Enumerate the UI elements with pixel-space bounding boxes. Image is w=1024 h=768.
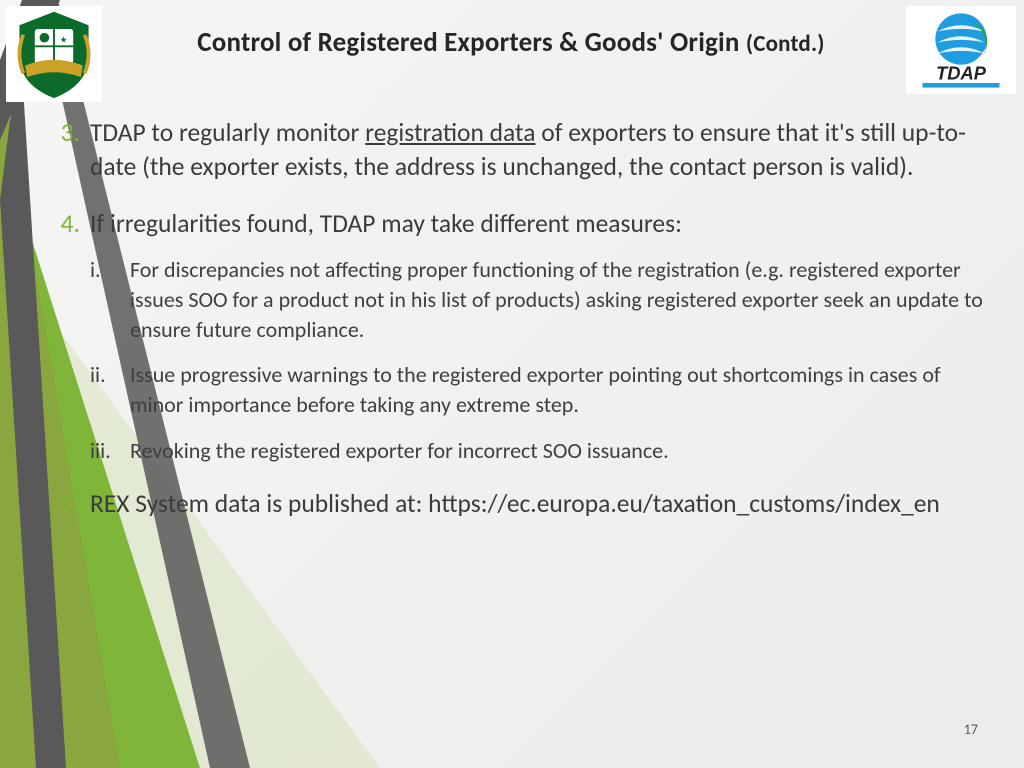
sub-list: i. For discrepancies not affecting prope… bbox=[90, 255, 984, 465]
li4-text: If irregularities found, TDAP may take d… bbox=[90, 208, 682, 239]
list-number: 4. bbox=[34, 207, 80, 241]
page-number: 17 bbox=[964, 721, 978, 738]
sub-item-ii: ii. Issue progressive warnings to the re… bbox=[90, 360, 984, 419]
li5-text: REX System data is published at: https:/… bbox=[90, 488, 940, 519]
svg-text:★: ★ bbox=[60, 35, 68, 45]
list-number: 5. bbox=[34, 487, 80, 521]
title-contd: (Contd.) bbox=[746, 30, 825, 58]
list-number: 3. bbox=[34, 116, 80, 150]
li3-pre: TDAP to regularly monitor bbox=[90, 117, 365, 148]
roman-number: ii. bbox=[90, 360, 122, 390]
sub-ii-text: Issue progressive warnings to the regist… bbox=[130, 361, 941, 418]
sub-iii-text: Revoking the registered exporter for inc… bbox=[130, 437, 669, 464]
gov-crest-logo: ★ bbox=[6, 6, 102, 102]
slide-body: 3. TDAP to regularly monitor registratio… bbox=[56, 116, 984, 544]
list-item-5: 5. REX System data is published at: http… bbox=[56, 487, 984, 521]
title-main: Control of Registered Exporters & Goods'… bbox=[197, 26, 746, 59]
roman-number: i. bbox=[90, 255, 122, 285]
sub-item-iii: iii. Revoking the registered exporter fo… bbox=[90, 436, 984, 466]
tdap-logo: TDAP bbox=[906, 6, 1016, 94]
sub-item-i: i. For discrepancies not affecting prope… bbox=[90, 255, 984, 344]
sub-i-text: For discrepancies not affecting proper f… bbox=[130, 256, 983, 342]
slide: ★ TDAP Control of Registered Exporters &… bbox=[0, 0, 1024, 768]
li3-under: registration data bbox=[365, 117, 535, 148]
list-item-3: 3. TDAP to regularly monitor registratio… bbox=[56, 116, 984, 185]
list-item-4: 4. If irregularities found, TDAP may tak… bbox=[56, 207, 984, 466]
roman-number: iii. bbox=[90, 436, 122, 466]
main-list: 3. TDAP to regularly monitor registratio… bbox=[56, 116, 984, 522]
tdap-logo-text: TDAP bbox=[936, 62, 987, 83]
slide-title: Control of Registered Exporters & Goods'… bbox=[128, 26, 894, 59]
